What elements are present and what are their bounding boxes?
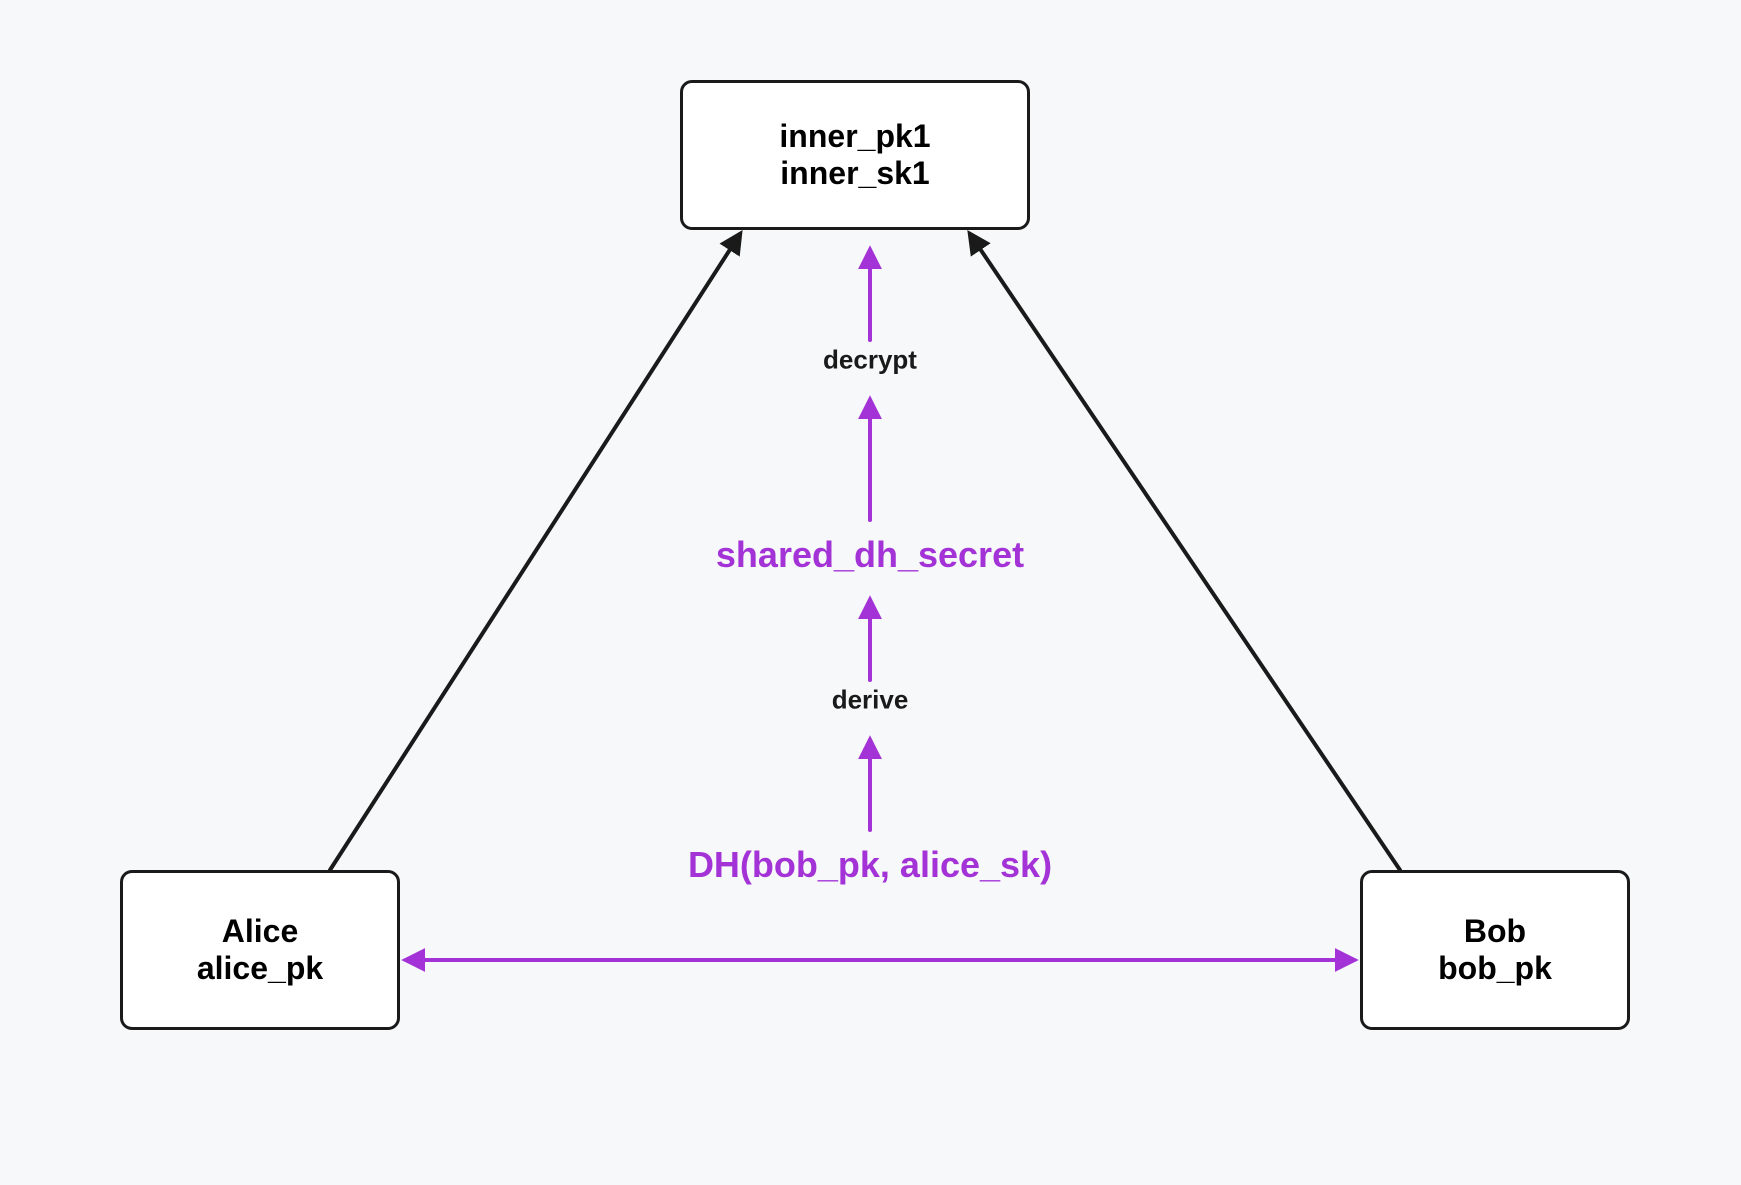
dh-function-label: DH(bob_pk, alice_sk) [688, 844, 1052, 886]
alice-pk-label: alice_pk [197, 950, 323, 987]
decrypt-label: decrypt [823, 345, 917, 376]
node-inner-keys: inner_pk1 inner_sk1 [680, 80, 1030, 230]
bob-name-label: Bob [1464, 913, 1526, 950]
inner-sk-label: inner_sk1 [780, 155, 929, 192]
node-bob: Bob bob_pk [1360, 870, 1630, 1030]
shared-secret-label: shared_dh_secret [716, 534, 1024, 576]
node-alice: Alice alice_pk [120, 870, 400, 1030]
bob-pk-label: bob_pk [1438, 950, 1552, 987]
inner-pk-label: inner_pk1 [779, 118, 930, 155]
edge-bob-to-inner [970, 234, 1400, 870]
derive-label: derive [832, 685, 909, 716]
edge-alice-to-inner [330, 234, 740, 870]
alice-name-label: Alice [222, 913, 298, 950]
